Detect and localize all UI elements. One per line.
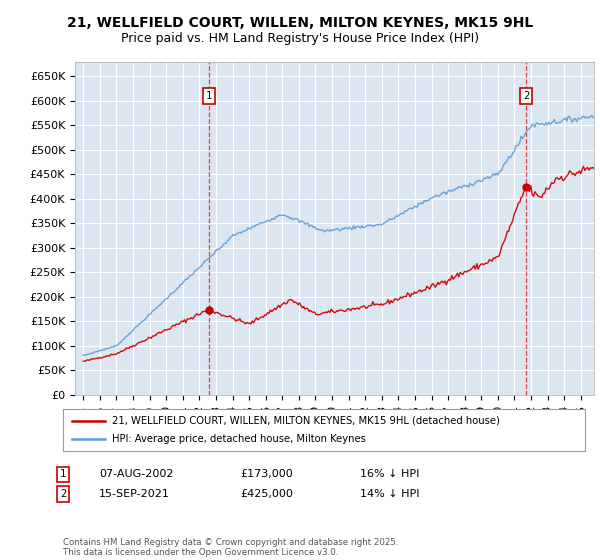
- Text: 21, WELLFIELD COURT, WILLEN, MILTON KEYNES, MK15 9HL (detached house): 21, WELLFIELD COURT, WILLEN, MILTON KEYN…: [112, 416, 500, 426]
- Text: 15-SEP-2021: 15-SEP-2021: [99, 489, 170, 499]
- Text: 21, WELLFIELD COURT, WILLEN, MILTON KEYNES, MK15 9HL: 21, WELLFIELD COURT, WILLEN, MILTON KEYN…: [67, 16, 533, 30]
- Text: 2: 2: [60, 489, 66, 499]
- Text: £425,000: £425,000: [240, 489, 293, 499]
- Text: £173,000: £173,000: [240, 469, 293, 479]
- Text: HPI: Average price, detached house, Milton Keynes: HPI: Average price, detached house, Milt…: [112, 434, 366, 444]
- Text: 14% ↓ HPI: 14% ↓ HPI: [360, 489, 419, 499]
- Text: Price paid vs. HM Land Registry's House Price Index (HPI): Price paid vs. HM Land Registry's House …: [121, 32, 479, 45]
- Text: 16% ↓ HPI: 16% ↓ HPI: [360, 469, 419, 479]
- Text: Contains HM Land Registry data © Crown copyright and database right 2025.
This d: Contains HM Land Registry data © Crown c…: [63, 538, 398, 557]
- Text: 1: 1: [206, 91, 212, 101]
- Text: 2: 2: [523, 91, 529, 101]
- Text: 07-AUG-2002: 07-AUG-2002: [99, 469, 173, 479]
- Text: 1: 1: [60, 469, 66, 479]
